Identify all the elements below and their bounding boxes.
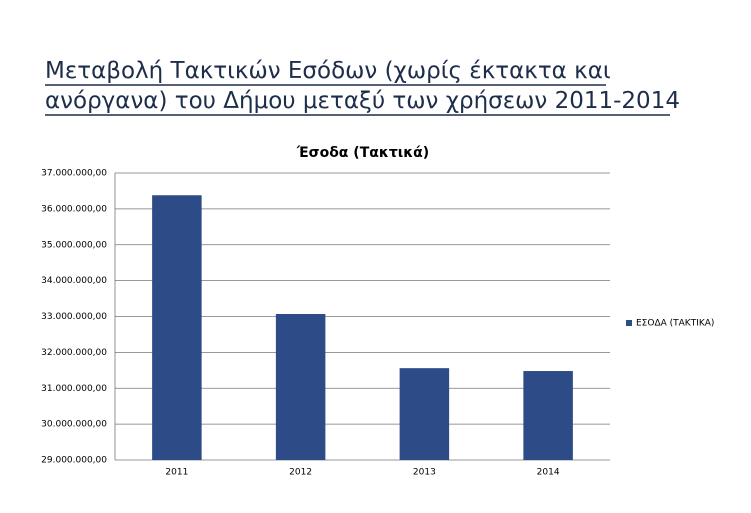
bar — [275, 313, 326, 460]
x-tick-label: 2013 — [413, 468, 436, 478]
y-tick-label: 35.000.000,00 — [41, 240, 107, 250]
y-tick-label: 36.000.000,00 — [41, 204, 107, 214]
bar — [523, 371, 573, 460]
y-tick-label: 32.000.000,00 — [41, 348, 107, 358]
x-tick-label: 2014 — [537, 468, 560, 478]
x-tick-label: 2011 — [165, 468, 188, 478]
y-tick-label: 33.000.000,00 — [41, 312, 107, 322]
legend-label: ΕΣΟΔΑ (ΤΑΚΤΙΚΑ) — [636, 319, 714, 329]
x-tick-label: 2012 — [289, 468, 312, 478]
y-tick-label: 31.000.000,00 — [41, 384, 107, 394]
y-tick-label: 30.000.000,00 — [41, 420, 107, 430]
chart-title: Έσοδα (Τακτικά) — [296, 145, 429, 161]
bar — [399, 368, 450, 460]
y-tick-label: 34.000.000,00 — [41, 276, 107, 286]
heading-line: ανόργανα) του Δήμου μεταξύ των χρήσεων 2… — [45, 88, 680, 114]
bar — [152, 195, 202, 460]
y-tick-label: 37.000.000,00 — [41, 169, 107, 179]
y-tick-label: 29.000.000,00 — [41, 456, 107, 466]
heading-line: Μεταβολή Τακτικών Εσόδων (χωρίς έκτακτα … — [45, 58, 611, 84]
legend-swatch — [626, 320, 632, 326]
